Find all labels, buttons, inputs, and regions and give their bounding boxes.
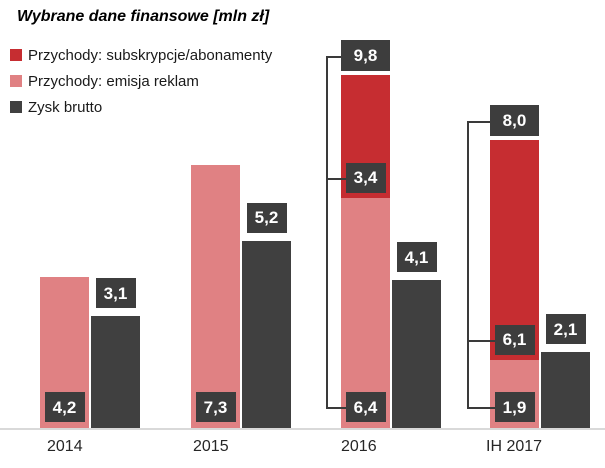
- value-label-total: 9,8: [341, 40, 390, 72]
- value-label-ads: 1,9: [494, 392, 535, 422]
- bracket-tick-subscriptions: [467, 339, 495, 342]
- value-label-total: 8,0: [490, 105, 539, 136]
- bracket-tick-subscriptions: [326, 177, 346, 180]
- bar-profit: [91, 316, 140, 428]
- legend-label: Przychody: emisja reklam: [28, 72, 199, 90]
- chart-title: Wybrane dane finansowe [mln zł]: [17, 8, 270, 25]
- bar-profit: [541, 352, 590, 428]
- value-label-ads: 7,3: [195, 392, 236, 422]
- bar-segment-ads: [191, 165, 240, 428]
- legend: Przychody: subskrypcje/abonamenty Przych…: [10, 42, 272, 120]
- category-label: 2014: [47, 438, 83, 455]
- bar-segment-ads: [341, 197, 390, 428]
- value-label-profit: 2,1: [545, 314, 586, 345]
- value-label-ads: 6,4: [345, 392, 386, 422]
- category-label: 2015: [193, 438, 229, 455]
- category-label: IH 2017: [486, 438, 543, 455]
- bracket-tick-total: [467, 120, 490, 123]
- x-axis-line: [0, 428, 605, 430]
- value-label-profit: 3,1: [95, 278, 136, 309]
- legend-item-ads: Przychody: emisja reklam: [10, 68, 272, 94]
- legend-swatch-profit-icon: [10, 101, 22, 113]
- bar-profit: [392, 280, 441, 428]
- category-label: 2016: [341, 438, 377, 455]
- legend-label: Przychody: subskrypcje/abonamenty: [28, 46, 273, 64]
- bracket-line-vertical: [326, 55, 328, 409]
- legend-item-profit: Zysk brutto: [10, 94, 272, 120]
- legend-swatch-ads-icon: [10, 75, 22, 87]
- value-label-ads: 4,2: [44, 392, 85, 422]
- bracket-tick-ads: [326, 407, 346, 409]
- value-label-subscriptions: 3,4: [345, 162, 386, 193]
- value-label-subscriptions: 6,1: [494, 324, 535, 355]
- bar-profit: [242, 240, 291, 428]
- bracket-tick-ads: [467, 407, 495, 409]
- bracket-line-vertical: [467, 120, 469, 409]
- legend-swatch-subscriptions-icon: [10, 49, 22, 61]
- legend-item-subscriptions: Przychody: subskrypcje/abonamenty: [10, 42, 272, 68]
- legend-label: Zysk brutto: [28, 98, 103, 116]
- value-label-profit: 4,1: [396, 242, 437, 273]
- bracket-tick-total: [326, 55, 341, 58]
- value-label-profit: 5,2: [246, 202, 287, 233]
- bar-segment-subscriptions: [490, 140, 539, 360]
